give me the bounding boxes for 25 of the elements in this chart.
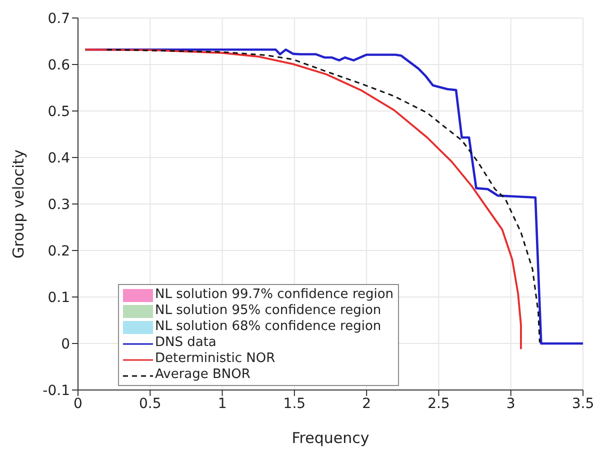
- x-tick-label: 3.5: [572, 396, 594, 412]
- x-axis-title: Frequency: [292, 429, 370, 447]
- y-axis-title: Group velocity: [9, 149, 28, 259]
- legend-label: NL solution 68% confidence region: [155, 319, 382, 335]
- legend-label: Average BNOR: [155, 367, 250, 383]
- x-tick-label: 3: [506, 396, 516, 412]
- x-tick-label: 0: [74, 396, 82, 412]
- y-tick-label: 0.7: [48, 10, 70, 27]
- legend-label: NL solution 95% confidence region: [155, 303, 382, 319]
- y-tick-label: 0: [61, 336, 70, 352]
- x-tick-label: 2: [362, 396, 372, 412]
- legend-label: Deterministic NOR: [155, 351, 276, 367]
- x-tick-label: 1.5: [283, 396, 306, 412]
- x-tick-label: 1: [218, 396, 227, 412]
- y-tick-label: 0.1: [48, 290, 70, 306]
- x-tick-label: 2.5: [428, 396, 450, 412]
- legend-label: DNS data: [155, 335, 216, 351]
- y-tick-label: 0.2: [48, 243, 70, 260]
- y-tick-label: 0.3: [48, 196, 70, 213]
- x-tick-label: 0.5: [139, 396, 162, 412]
- y-tick-label: 0.5: [48, 104, 70, 120]
- y-tick-label: 0.6: [48, 57, 70, 74]
- y-tick-label: -0.1: [42, 382, 70, 399]
- y-tick-label: 0.4: [48, 150, 70, 166]
- legend-label: NL solution 99.7% confidence region: [155, 287, 394, 303]
